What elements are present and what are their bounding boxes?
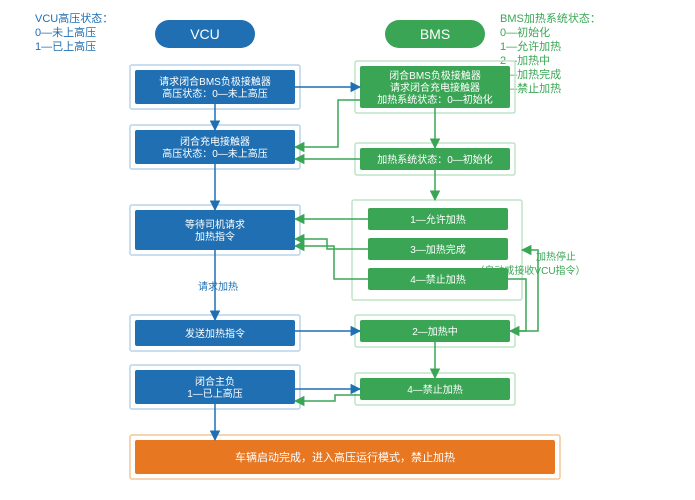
vcu-b1-text: 高压状态：0—未上高压	[162, 87, 268, 100]
vcu-legend-line: 1—已上高压	[35, 39, 96, 53]
vcu-b2-text: 高压状态：0—未上高压	[162, 147, 268, 160]
vcu-b1-text: 请求闭合BMS负极接触器	[159, 75, 271, 88]
bms-b1-text: 请求闭合充电接触器	[390, 81, 480, 94]
vcu-b3-text: 加热指令	[195, 230, 235, 243]
vcu-b5-text: 1—已上高压	[187, 387, 243, 400]
bms-legend-line: 0—初始化	[500, 25, 550, 39]
arrow-green-1	[295, 100, 360, 147]
bms-b1-text: 加热系统状态：0—初始化	[377, 93, 493, 106]
bms-header-label: BMS	[420, 26, 450, 42]
bms-b4-text: 4—禁止加热	[407, 383, 463, 396]
vcu-b5-text: 闭合主负	[195, 375, 235, 388]
final-text: 车辆启动完成，进入高压运行模式，禁止加热	[235, 450, 455, 464]
vcu-header-label: VCU	[190, 26, 220, 42]
bms-b2-text: 加热系统状态：0—初始化	[377, 153, 493, 166]
vcu-legend-line: VCU高压状态：	[35, 11, 113, 25]
bms-legend-line: 1—允许加热	[500, 39, 561, 53]
vcu-b3-text: 等待司机请求	[185, 218, 245, 231]
arrow-green-5	[295, 239, 368, 249]
bms-legend-line: BMS加热系统状态：	[500, 11, 601, 25]
arrow-green-8	[510, 250, 538, 331]
bms-b1-text: 闭合BMS负极接触器	[389, 69, 481, 82]
bms-s2-text: 3—加热完成	[410, 243, 466, 256]
edge-label-heatStop1: 加热停止	[536, 250, 576, 263]
arrow-green-6	[295, 246, 368, 279]
bms-s3-text: 4—禁止加热	[410, 273, 466, 286]
vcu-b2-text: 闭合充电接触器	[180, 135, 250, 148]
bms-b3-text: 2—加热中	[412, 325, 458, 338]
arrow-green-9	[508, 279, 526, 331]
vcu-legend-line: 0—未上高压	[35, 25, 96, 39]
edge-label-heatStop2: （自动或接收VCU指令）	[474, 264, 585, 277]
edge-label-reqHeat: 请求加热	[198, 280, 238, 293]
vcu-b4-text: 发送加热指令	[185, 327, 245, 340]
bms-s1-text: 1—允许加热	[410, 213, 466, 226]
arrow-green-10	[295, 395, 360, 401]
